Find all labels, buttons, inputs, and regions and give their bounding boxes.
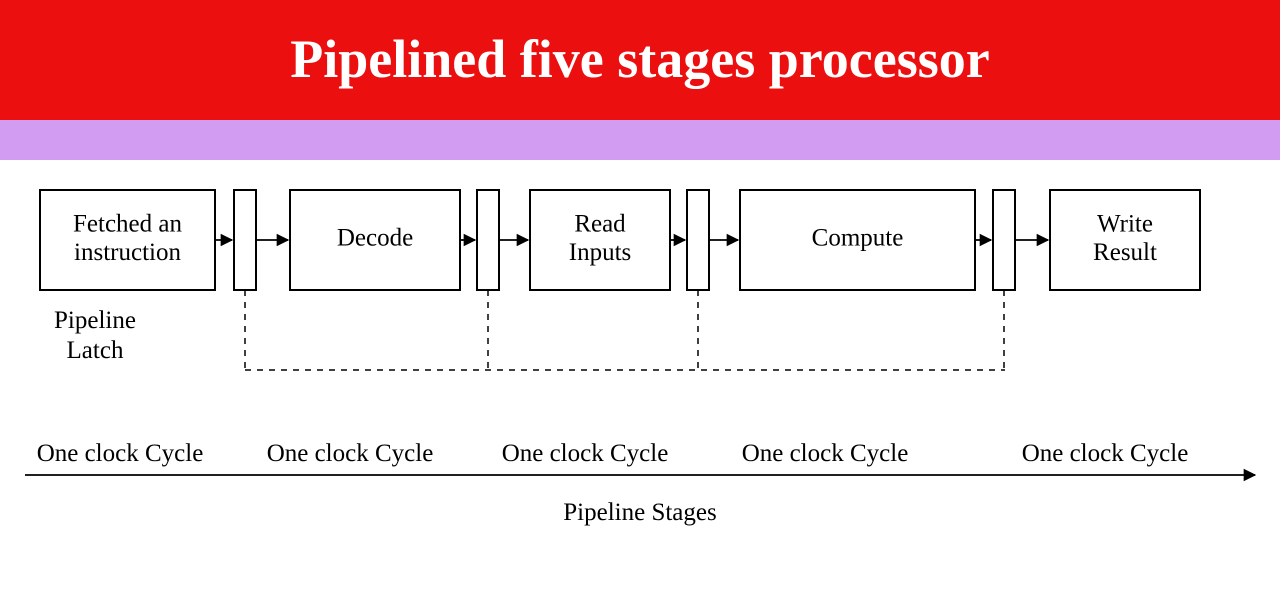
stage-label-read: Inputs bbox=[569, 239, 632, 266]
stage-label-fetch: Fetched an bbox=[73, 210, 182, 237]
stage-label-fetch: instruction bbox=[74, 239, 181, 266]
stage-label-write: Write bbox=[1097, 210, 1153, 237]
stage-label-write: Result bbox=[1093, 239, 1157, 266]
clock-cycle-label-2: One clock Cycle bbox=[267, 440, 434, 467]
pipeline-stages-label: Pipeline Stages bbox=[563, 499, 716, 526]
accent-strip bbox=[0, 120, 1280, 160]
pipeline-latch-2 bbox=[477, 190, 499, 290]
clock-cycle-label-4: One clock Cycle bbox=[742, 440, 909, 467]
clock-cycle-label-3: One clock Cycle bbox=[502, 440, 669, 467]
pipeline-latch-label: Latch bbox=[67, 337, 124, 364]
pipeline-latch-4 bbox=[993, 190, 1015, 290]
pipeline-diagram: Fetched aninstruction Decode ReadInputs Com… bbox=[10, 160, 1270, 579]
clock-cycle-label-1: One clock Cycle bbox=[37, 440, 204, 467]
pipeline-latch-3 bbox=[687, 190, 709, 290]
stage-label-decode: Decode bbox=[337, 225, 413, 252]
pipeline-svg: Fetched aninstruction Decode ReadInputs Com… bbox=[10, 160, 1270, 579]
title-banner: Pipelined five stages processor bbox=[0, 0, 1280, 120]
stage-label-compute: Compute bbox=[812, 225, 904, 252]
stage-label-read: Read bbox=[574, 210, 626, 237]
pipeline-latch-label: Pipeline bbox=[54, 307, 136, 334]
pipeline-latch-1 bbox=[234, 190, 256, 290]
clock-cycle-label-5: One clock Cycle bbox=[1022, 440, 1189, 467]
page-title: Pipelined five stages processor bbox=[290, 30, 989, 89]
